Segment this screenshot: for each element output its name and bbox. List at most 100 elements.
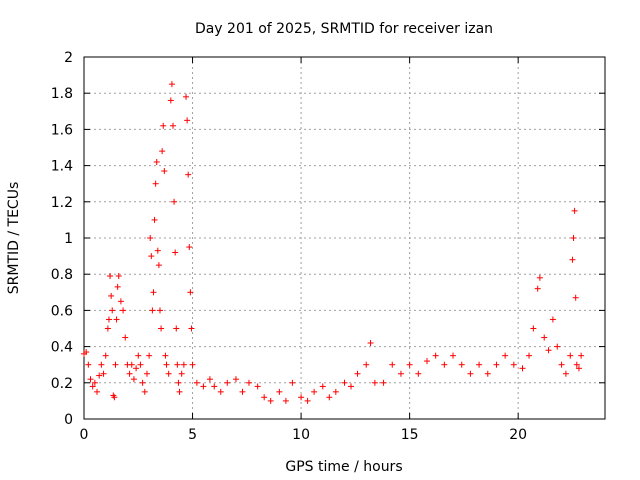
data-point	[104, 325, 111, 332]
data-point	[254, 383, 261, 390]
data-point	[554, 343, 561, 350]
y-tick-label: 1.4	[51, 159, 73, 175]
data-point	[184, 117, 191, 124]
data-point	[575, 365, 582, 372]
data-point	[571, 207, 578, 214]
data-point	[161, 168, 168, 175]
data-point	[276, 388, 283, 395]
data-point	[567, 352, 574, 359]
data-point	[109, 307, 116, 314]
data-point	[155, 262, 162, 269]
data-point	[458, 361, 465, 368]
data-point	[282, 397, 289, 404]
data-point	[432, 352, 439, 359]
data-point	[245, 379, 252, 386]
data-point	[261, 394, 268, 401]
data-point	[569, 256, 576, 263]
data-point	[102, 352, 109, 359]
data-point	[578, 352, 585, 359]
data-point	[367, 339, 374, 346]
y-tick-label: 0.6	[51, 303, 73, 319]
data-point	[380, 379, 387, 386]
data-point	[397, 370, 404, 377]
y-axis-label: SRMTID / TECUs	[6, 182, 22, 295]
data-point	[180, 361, 187, 368]
data-point	[178, 370, 185, 377]
y-tick-label: 1.2	[51, 195, 73, 211]
data-point	[423, 358, 430, 365]
data-point	[133, 365, 140, 372]
data-point	[120, 307, 127, 314]
data-point	[311, 388, 318, 395]
data-point	[112, 361, 119, 368]
data-point	[156, 307, 163, 314]
data-point	[319, 383, 326, 390]
data-point	[193, 379, 200, 386]
data-point	[100, 370, 107, 377]
data-point	[354, 370, 361, 377]
data-point	[484, 370, 491, 377]
data-point	[572, 294, 579, 301]
data-point	[185, 171, 192, 178]
axis-ticks: 0 5 10 15 20 0 0.2 0.4 0.6 0.8 1 1.2 1.4 1.6 1.8 2	[51, 50, 605, 443]
data-point	[111, 394, 118, 401]
data-point	[176, 388, 183, 395]
x-tick-label: 5	[188, 427, 197, 443]
data-point	[113, 316, 120, 323]
data-point	[174, 361, 181, 368]
data-point	[467, 370, 474, 377]
data-point	[85, 361, 92, 368]
data-point	[534, 285, 541, 292]
data-point	[122, 334, 129, 341]
data-point	[139, 379, 146, 386]
data-point	[558, 361, 565, 368]
data-point	[332, 388, 339, 395]
data-point	[545, 347, 552, 354]
data-point	[173, 325, 180, 332]
data-point	[170, 122, 177, 129]
data-point	[167, 97, 174, 104]
x-tick-label: 10	[292, 427, 310, 443]
data-point	[107, 273, 114, 280]
y-tick-label: 1.6	[51, 122, 73, 138]
data-point	[83, 349, 90, 356]
data-point	[541, 334, 548, 341]
data-point	[526, 352, 533, 359]
data-point	[172, 249, 179, 256]
data-point	[217, 388, 224, 395]
data-point	[158, 325, 165, 332]
data-point	[289, 379, 296, 386]
data-point	[348, 383, 355, 390]
data-point	[341, 379, 348, 386]
data-point	[94, 388, 101, 395]
data-point	[530, 325, 537, 332]
data-point	[406, 361, 413, 368]
data-point	[493, 361, 500, 368]
data-point	[450, 352, 457, 359]
data-point	[105, 316, 112, 323]
data-point	[415, 370, 422, 377]
data-point	[562, 370, 569, 377]
data-point	[371, 379, 378, 386]
data-point	[148, 253, 155, 260]
data-point	[147, 235, 154, 241]
data-point	[298, 394, 305, 401]
data-point	[224, 379, 231, 386]
data-point	[510, 361, 517, 368]
data-point	[159, 148, 166, 155]
y-tick-label: 1.8	[51, 86, 73, 102]
data-point	[536, 274, 543, 281]
grid	[84, 57, 605, 419]
data-point	[154, 247, 161, 254]
data-point	[87, 376, 94, 383]
data-point	[141, 388, 148, 395]
data-point	[126, 370, 133, 377]
data-point	[128, 361, 135, 368]
y-tick-label: 0	[64, 412, 73, 428]
y-tick-label: 0.8	[51, 267, 73, 283]
x-tick-label: 20	[509, 427, 527, 443]
data-point	[187, 289, 194, 296]
x-axis-label: GPS time / hours	[285, 459, 402, 475]
data-point	[152, 180, 159, 187]
